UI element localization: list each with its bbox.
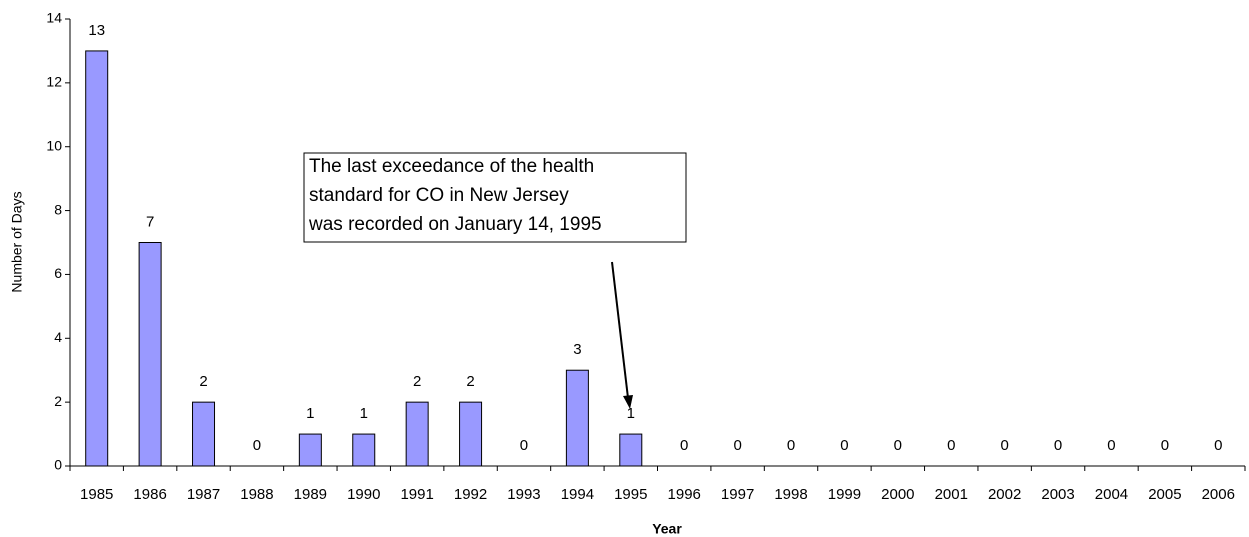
data-label: 2 bbox=[466, 373, 474, 390]
annotation-arrow bbox=[611, 261, 629, 399]
data-label: 0 bbox=[840, 437, 848, 454]
y-tick-label: 12 bbox=[46, 74, 62, 90]
data-label: 0 bbox=[1054, 437, 1062, 454]
x-tick-label: 1992 bbox=[454, 486, 487, 503]
data-label: 0 bbox=[894, 437, 902, 454]
x-tick-label: 1998 bbox=[774, 486, 807, 503]
annotation-text: standard for CO in New Jersey bbox=[309, 185, 569, 206]
x-tick-label: 2004 bbox=[1095, 486, 1128, 503]
bar bbox=[459, 401, 483, 467]
x-tick-label: 1986 bbox=[133, 486, 166, 503]
data-label: 0 bbox=[1214, 437, 1222, 454]
x-tick-label: 2006 bbox=[1202, 486, 1235, 503]
y-tick-label: 2 bbox=[54, 393, 62, 409]
x-tick-label: 1994 bbox=[561, 486, 594, 503]
data-label: 0 bbox=[787, 437, 795, 454]
y-tick-label: 8 bbox=[54, 201, 62, 217]
data-label: 1 bbox=[306, 405, 314, 422]
data-label: 0 bbox=[1107, 437, 1115, 454]
data-label: 0 bbox=[680, 437, 688, 454]
data-label: 2 bbox=[199, 373, 207, 390]
annotation-text: was recorded on January 14, 1995 bbox=[308, 214, 602, 235]
x-tick-label: 1985 bbox=[80, 486, 113, 503]
x-tick-label: 1993 bbox=[507, 486, 540, 503]
x-tick-label: 1995 bbox=[614, 486, 647, 503]
data-label: 0 bbox=[733, 437, 741, 454]
x-tick-label: 1996 bbox=[668, 486, 701, 503]
bar bbox=[192, 401, 216, 467]
bar bbox=[298, 433, 322, 467]
annotation-text: The last exceedance of the health bbox=[309, 156, 594, 177]
data-label: 0 bbox=[947, 437, 955, 454]
bar bbox=[619, 433, 643, 467]
data-label: 0 bbox=[1000, 437, 1008, 454]
x-tick-label: 1991 bbox=[400, 486, 433, 503]
x-tick-label: 2002 bbox=[988, 486, 1021, 503]
x-axis-label: Year bbox=[652, 521, 682, 537]
data-label: 1 bbox=[360, 405, 368, 422]
data-label: 7 bbox=[146, 213, 154, 230]
y-tick-label: 0 bbox=[54, 457, 62, 473]
data-label: 0 bbox=[520, 437, 528, 454]
data-label: 3 bbox=[573, 341, 581, 358]
x-tick-label: 1999 bbox=[828, 486, 861, 503]
arrow-head bbox=[623, 395, 633, 409]
bar bbox=[405, 401, 429, 467]
x-tick-label: 1987 bbox=[187, 486, 220, 503]
bar bbox=[352, 433, 376, 467]
x-tick-label: 1989 bbox=[294, 486, 327, 503]
y-tick-label: 4 bbox=[54, 329, 62, 345]
y-axis-label: Number of Days bbox=[9, 191, 25, 292]
y-tick-label: 14 bbox=[46, 10, 62, 26]
data-label: 1 bbox=[627, 405, 635, 422]
x-tick-label: 2003 bbox=[1041, 486, 1074, 503]
x-tick-label: 2005 bbox=[1148, 486, 1181, 503]
x-tick-label: 2000 bbox=[881, 486, 914, 503]
bar bbox=[565, 369, 589, 467]
data-label: 0 bbox=[1161, 437, 1169, 454]
data-label: 0 bbox=[253, 437, 261, 454]
bar bbox=[85, 50, 109, 467]
annotation-box bbox=[303, 152, 687, 243]
y-tick-label: 6 bbox=[54, 265, 62, 281]
x-tick-label: 1990 bbox=[347, 486, 380, 503]
data-label: 13 bbox=[88, 22, 105, 39]
y-tick-label: 10 bbox=[46, 137, 62, 153]
bar bbox=[138, 242, 162, 467]
data-label: 2 bbox=[413, 373, 421, 390]
x-tick-label: 2001 bbox=[935, 486, 968, 503]
x-tick-label: 1997 bbox=[721, 486, 754, 503]
x-tick-label: 1988 bbox=[240, 486, 273, 503]
